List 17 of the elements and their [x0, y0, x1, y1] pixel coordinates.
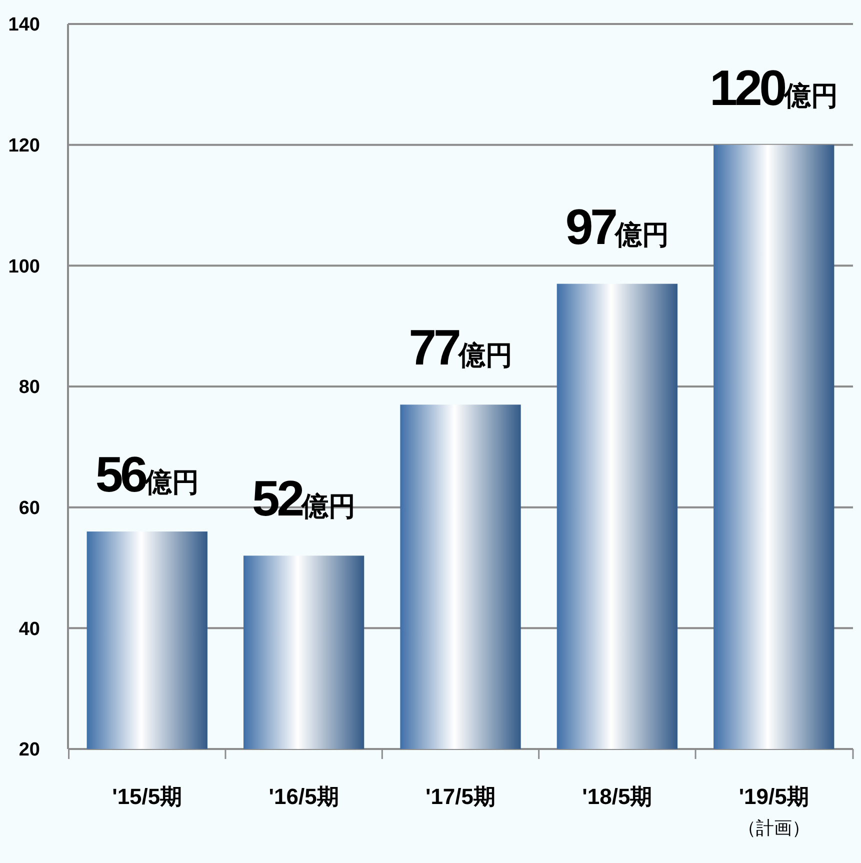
- x-tick-label: '16/5期: [268, 784, 339, 809]
- y-tick-label: 120: [8, 135, 40, 156]
- data-label: 56億円: [95, 446, 199, 502]
- x-tick-label: '18/5期: [582, 784, 652, 809]
- y-tick-label: 140: [8, 14, 40, 36]
- data-label: 77億円: [408, 320, 512, 376]
- y-tick-label: 60: [18, 498, 40, 519]
- x-tick-label: '19/5期（計画）: [738, 784, 810, 838]
- data-label: 97億円: [565, 198, 669, 255]
- y-tick-label: 40: [18, 618, 40, 640]
- y-tick-label: 20: [18, 740, 40, 761]
- x-tick-label: '15/5期: [112, 784, 182, 809]
- x-tick-label: '17/5期: [425, 784, 496, 809]
- data-label: 52億円: [252, 470, 356, 527]
- y-tick-label: 100: [8, 256, 40, 278]
- y-tick-label: 80: [18, 377, 40, 398]
- data-label: 120億円: [710, 60, 838, 116]
